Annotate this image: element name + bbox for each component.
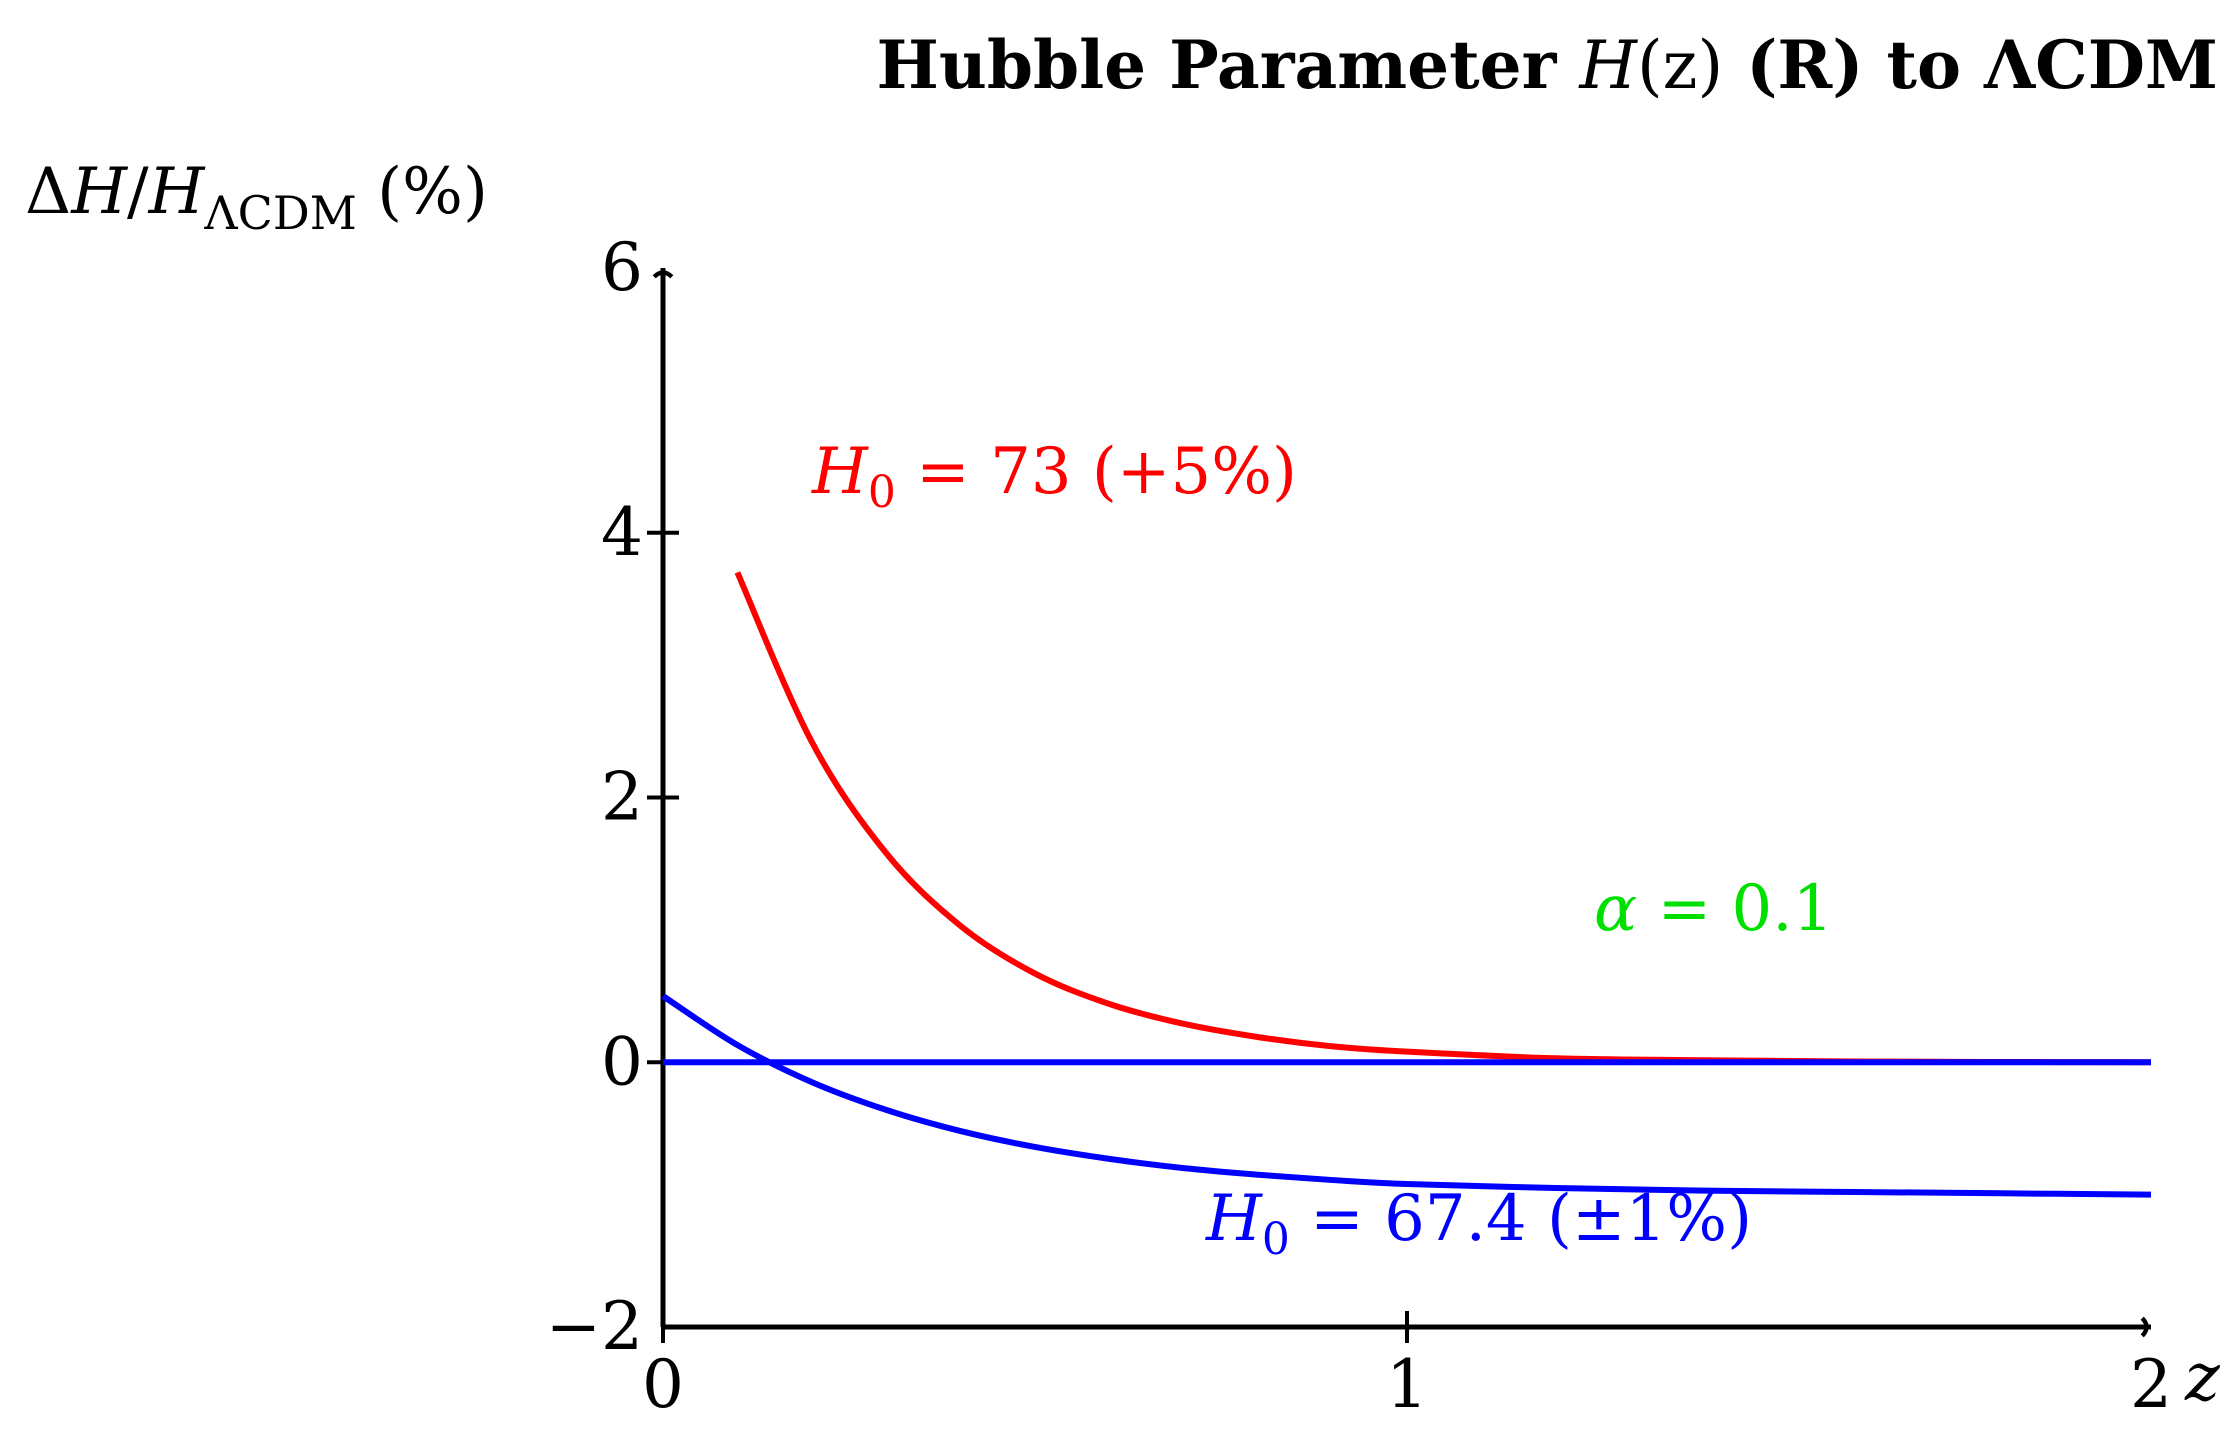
- y-tick-label: 0: [601, 1023, 643, 1100]
- ylabel-slash: /: [127, 155, 149, 229]
- title-post: (R) to ΛCDM: [1723, 26, 2218, 104]
- y-tick-label: 6: [601, 229, 643, 306]
- y-tick-label: 2: [601, 759, 643, 836]
- annotation-red-sub: 0: [868, 467, 896, 518]
- x-axis-label: z: [2184, 1339, 2221, 1416]
- annotation-red-rest: = 73 (+5%): [896, 435, 1297, 509]
- x-tick-label: 2: [2130, 1346, 2172, 1423]
- ylabel-sub: ΛCDM: [203, 186, 356, 240]
- series-line-h0-73: [734, 571, 2152, 1066]
- ylabel-delta: Δ: [25, 155, 71, 229]
- series-layer: [661, 571, 2152, 1198]
- y-axis-label: ΔH/HΛCDM (%): [25, 155, 488, 240]
- annotation-alpha-var: α: [1594, 872, 1637, 946]
- annotation-alpha: α = 0.1: [1594, 872, 1833, 946]
- title-pre: Hubble Parameter: [876, 26, 1579, 104]
- y-tick-label: −2: [546, 1288, 643, 1365]
- ylabel-unit: (%): [357, 155, 488, 229]
- annotation-red: H0 = 73 (+5%): [811, 435, 1297, 518]
- annotation-alpha-rest: = 0.1: [1637, 872, 1833, 946]
- annotation-blue: H0 = 67.4 (±1%): [1205, 1182, 1752, 1265]
- series-line-h0-67-4: [661, 993, 2152, 1198]
- annotation-blue-sub: 0: [1262, 1214, 1290, 1265]
- ylabel-h2: H: [148, 155, 206, 229]
- title-var: H: [1578, 27, 1638, 104]
- annotation-blue-var: H: [1205, 1182, 1263, 1256]
- chart-title: Hubble Parameter H(z) (R) to ΛCDM: [876, 26, 2218, 104]
- ylabel-h1: H: [70, 155, 128, 229]
- x-tick-label: 1: [1386, 1346, 1428, 1423]
- annotation-blue-rest: = 67.4 (±1%): [1290, 1182, 1752, 1256]
- annotation-red-var: H: [811, 435, 869, 509]
- x-tick-label: 0: [642, 1346, 684, 1423]
- title-arg: (z): [1637, 27, 1723, 104]
- y-tick-label: 4: [601, 494, 643, 571]
